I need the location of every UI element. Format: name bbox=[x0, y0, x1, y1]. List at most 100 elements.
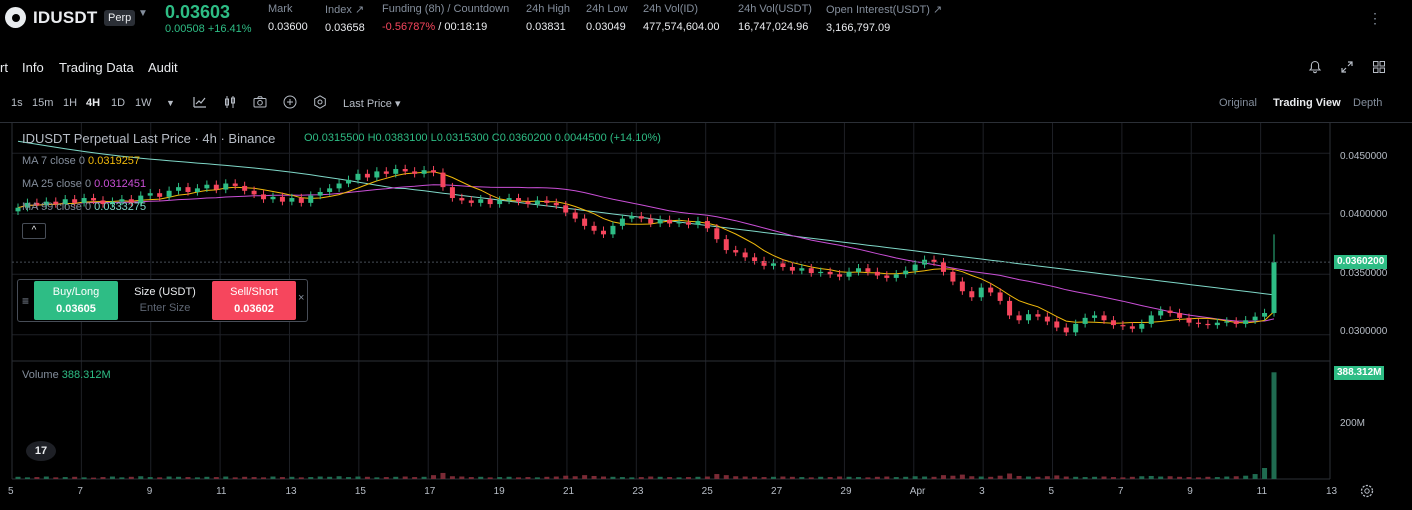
volume-bar bbox=[1271, 372, 1277, 479]
tab-audit[interactable]: Audit bbox=[148, 60, 178, 75]
size-label: Size (USDT) bbox=[134, 286, 196, 298]
drag-handle-icon[interactable]: ≡ bbox=[21, 293, 29, 308]
candle-body bbox=[827, 271, 833, 275]
date-axis-label: 9 bbox=[1187, 486, 1193, 497]
candle-body bbox=[874, 271, 880, 276]
size-input[interactable] bbox=[125, 302, 205, 314]
candle-body bbox=[893, 274, 899, 278]
settings-hex-icon[interactable] bbox=[312, 94, 330, 112]
volume-bar bbox=[147, 477, 153, 479]
volume-bar bbox=[544, 476, 550, 479]
price-axis-label: 0.0300000 bbox=[1340, 326, 1388, 337]
close-icon[interactable]: × bbox=[298, 292, 305, 304]
volume-bar bbox=[374, 477, 380, 479]
ma-value: 0.0333275 bbox=[94, 201, 147, 213]
candle-body bbox=[270, 196, 276, 200]
candle-body bbox=[128, 199, 134, 203]
stat-value: 3,166,797.09 bbox=[826, 22, 891, 34]
volume-bar bbox=[1073, 476, 1079, 479]
tradingview-logo[interactable]: 17 bbox=[26, 441, 56, 461]
volume-bar bbox=[1252, 474, 1258, 479]
candle-body bbox=[667, 219, 673, 224]
volume-bar bbox=[402, 476, 408, 479]
sell-short-button[interactable]: Sell/Short 0.03602 bbox=[212, 281, 296, 320]
add-icon[interactable] bbox=[282, 94, 300, 112]
view-trading-view[interactable]: Trading View bbox=[1273, 97, 1341, 109]
candle-body bbox=[176, 187, 182, 191]
volume-bar bbox=[421, 476, 427, 479]
volume-bar bbox=[1007, 473, 1013, 479]
volume-bar bbox=[1167, 476, 1173, 479]
volume-bar bbox=[799, 477, 805, 479]
candle-body bbox=[1205, 323, 1211, 326]
more-menu-icon[interactable]: ⋮ bbox=[1368, 10, 1382, 26]
volume-bar bbox=[563, 475, 569, 479]
candle-body bbox=[431, 170, 437, 173]
candle-body bbox=[695, 221, 701, 225]
volume-bar bbox=[770, 476, 776, 479]
bell-icon[interactable] bbox=[1306, 58, 1324, 76]
candle-body bbox=[742, 252, 748, 258]
candle-body bbox=[959, 281, 965, 292]
gear-icon[interactable] bbox=[1359, 483, 1375, 499]
ticker-bar: IDUSDT Perp ▼ 0.03603 0.00508 +16.41% Ma… bbox=[0, 0, 1412, 46]
volume-bar bbox=[308, 477, 314, 479]
collapse-legend-button[interactable]: ^ bbox=[22, 223, 46, 239]
date-axis-label: 7 bbox=[77, 486, 83, 497]
volume-bar bbox=[223, 476, 229, 479]
tab-trading-data[interactable]: Trading Data bbox=[59, 60, 134, 75]
candle-body bbox=[393, 168, 399, 174]
volume-bar bbox=[761, 477, 767, 479]
candle-type-icon[interactable] bbox=[222, 94, 240, 112]
indicator-icon[interactable] bbox=[192, 94, 210, 112]
buy-label: Buy/Long bbox=[52, 286, 100, 298]
tab-info[interactable]: Info bbox=[22, 60, 44, 75]
timeframe-dropdown-icon[interactable]: ▼ bbox=[166, 98, 175, 108]
countdown: / 00:18:19 bbox=[435, 21, 488, 33]
view-original[interactable]: Original bbox=[1219, 97, 1257, 109]
candle-body bbox=[638, 216, 644, 219]
ma-value: 0.0319257 bbox=[88, 155, 141, 167]
camera-icon[interactable] bbox=[252, 94, 270, 112]
timeframe-1s[interactable]: 1s bbox=[11, 97, 23, 109]
candle-body bbox=[1044, 316, 1050, 322]
timeframe-15m[interactable]: 15m bbox=[32, 97, 54, 109]
layout-grid-icon[interactable] bbox=[1370, 58, 1388, 76]
price-chart[interactable] bbox=[0, 123, 1412, 510]
candle-body bbox=[119, 199, 125, 202]
view-depth[interactable]: Depth bbox=[1353, 97, 1383, 109]
stat-index[interactable]: Index ↗ 0.03658 bbox=[325, 3, 365, 34]
candle-body bbox=[591, 225, 597, 231]
candle-body bbox=[676, 222, 682, 224]
tab-chart[interactable]: rt bbox=[0, 60, 8, 75]
candle-body bbox=[704, 221, 710, 229]
volume-bar bbox=[176, 476, 182, 479]
price-type-dropdown[interactable]: Last Price ▾ bbox=[343, 98, 401, 110]
timeframe-1w[interactable]: 1W bbox=[135, 97, 152, 109]
volume-bar bbox=[412, 477, 418, 479]
stat-label: 24h Vol(ID) bbox=[643, 3, 699, 15]
chevron-down-icon[interactable]: ▼ bbox=[138, 8, 148, 19]
timeframe-4h[interactable]: 4H bbox=[86, 97, 101, 109]
volume-bar bbox=[1025, 476, 1031, 479]
volume-bar bbox=[988, 476, 994, 479]
stat-24h-low: 24h Low 0.03049 bbox=[586, 3, 628, 33]
timeframe-1h[interactable]: 1H bbox=[63, 97, 78, 109]
expand-icon[interactable] bbox=[1338, 58, 1356, 76]
candle-body bbox=[1129, 326, 1135, 329]
volume-bar bbox=[950, 475, 956, 479]
candle-body bbox=[544, 200, 550, 203]
chart-area[interactable]: IDUSDT Perpetual Last Price · 4h · Binan… bbox=[0, 122, 1412, 510]
candle-body bbox=[213, 184, 219, 190]
candle-body bbox=[931, 259, 937, 263]
candle-body bbox=[940, 262, 946, 272]
volume-bar bbox=[346, 477, 352, 479]
date-axis-label: 29 bbox=[840, 486, 852, 497]
timeframe-1d[interactable]: 1D bbox=[111, 97, 126, 109]
candle-body bbox=[242, 185, 248, 191]
buy-long-button[interactable]: Buy/Long 0.03605 bbox=[34, 281, 118, 320]
symbol-name[interactable]: IDUSDT bbox=[33, 8, 98, 27]
stat-open-interest[interactable]: Open Interest(USDT) ↗ 3,166,797.09 bbox=[826, 3, 942, 34]
candle-body bbox=[582, 218, 588, 226]
price-axis-label: 0.0450000 bbox=[1340, 151, 1388, 162]
